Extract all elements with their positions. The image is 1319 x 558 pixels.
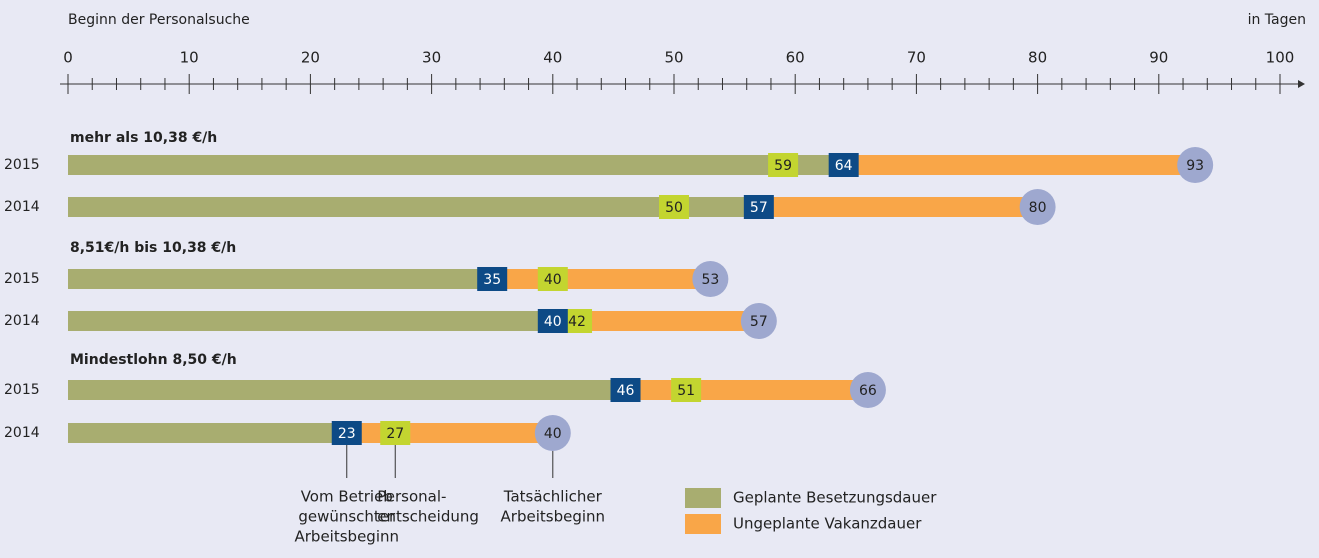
- group-title: 8,51€/h bis 10,38 €/h: [70, 240, 236, 256]
- actual-label: 80: [1029, 200, 1047, 216]
- desired-label: 57: [750, 200, 768, 216]
- x-tick-label: 100: [1266, 49, 1295, 67]
- group-title: Mindestlohn 8,50 €/h: [70, 352, 237, 368]
- legend-label: Geplante Besetzungsdauer: [733, 489, 937, 507]
- x-tick-label: 10: [180, 49, 199, 67]
- decision-label: 59: [774, 158, 792, 174]
- decision-marker: [659, 195, 689, 219]
- desired-marker: [331, 421, 362, 445]
- actual-marker: [849, 372, 886, 408]
- year-label: 2015: [4, 271, 40, 287]
- vacancy-bar: [843, 155, 1196, 175]
- planned-bar: [68, 380, 626, 400]
- vacancy-bar: [492, 269, 711, 289]
- planned-bar: [68, 155, 844, 175]
- decision-label: 27: [386, 426, 404, 442]
- x-tick-label: 0: [63, 49, 73, 67]
- desired-label: 35: [483, 272, 501, 288]
- actual-marker: [692, 261, 729, 297]
- annotation-text: entscheidung: [377, 508, 479, 526]
- desired-marker: [477, 267, 508, 291]
- decision-label: 51: [677, 383, 695, 399]
- actual-label: 66: [859, 383, 877, 399]
- decision-label: 40: [544, 272, 562, 288]
- vacancy-bar: [625, 380, 868, 400]
- vacancy-bar: [758, 197, 1038, 217]
- x-tick-label: 30: [422, 49, 441, 67]
- decision-label: 50: [665, 200, 683, 216]
- axis-title: Beginn der Personalsuche: [68, 12, 250, 28]
- vacancy-bar: [346, 423, 553, 443]
- axis-unit: in Tagen: [1248, 12, 1306, 28]
- x-tick-label: 40: [543, 49, 562, 67]
- decision-marker: [671, 378, 702, 402]
- annotation-text: gewünschter: [298, 508, 396, 526]
- annotation-text: Tatsächlicher: [503, 488, 603, 506]
- desired-marker: [828, 153, 859, 177]
- actual-label: 40: [544, 426, 562, 442]
- planned-bar: [68, 311, 553, 331]
- actual-marker: [740, 303, 777, 339]
- annotation-text: Personal-: [377, 488, 446, 506]
- x-tick-label: 20: [301, 49, 320, 67]
- actual-marker: [1019, 189, 1056, 225]
- axis-arrow: [1298, 80, 1305, 88]
- vacancy-bar: [552, 311, 759, 331]
- annotation-text: Arbeitsbeginn: [501, 508, 606, 526]
- legend-swatch: [685, 488, 721, 508]
- x-tick-label: 80: [1028, 49, 1047, 67]
- legend-swatch: [685, 514, 721, 534]
- x-tick-label: 70: [907, 49, 926, 67]
- actual-label: 93: [1186, 158, 1204, 174]
- annotation-text: Vom Betrieb: [301, 488, 393, 506]
- actual-marker: [1177, 147, 1214, 183]
- planned-bar: [68, 423, 347, 443]
- decision-marker: [537, 267, 568, 291]
- desired-label: 46: [617, 383, 635, 399]
- desired-marker: [743, 195, 774, 219]
- actual-label: 57: [750, 314, 768, 330]
- actual-marker: [534, 415, 571, 451]
- year-label: 2014: [4, 199, 40, 215]
- year-label: 2014: [4, 425, 40, 441]
- actual-label: 53: [701, 272, 719, 288]
- desired-marker: [537, 309, 568, 333]
- year-label: 2015: [4, 382, 40, 398]
- year-label: 2015: [4, 157, 40, 173]
- decision-label: 42: [568, 314, 586, 330]
- x-tick-label: 50: [664, 49, 683, 67]
- group-title: mehr als 10,38 €/h: [70, 130, 217, 146]
- decision-marker: [768, 153, 799, 177]
- decision-marker: [380, 421, 411, 445]
- desired-marker: [610, 378, 641, 402]
- x-tick-label: 90: [1149, 49, 1168, 67]
- annotation-text: Arbeitsbeginn: [295, 528, 400, 546]
- year-label: 2014: [4, 313, 40, 329]
- planned-bar: [68, 197, 759, 217]
- desired-label: 64: [835, 158, 853, 174]
- x-tick-label: 60: [786, 49, 805, 67]
- legend-label: Ungeplante Vakanzdauer: [733, 515, 922, 533]
- planned-bar: [68, 269, 493, 289]
- desired-label: 23: [338, 426, 356, 442]
- desired-label: 40: [544, 314, 562, 330]
